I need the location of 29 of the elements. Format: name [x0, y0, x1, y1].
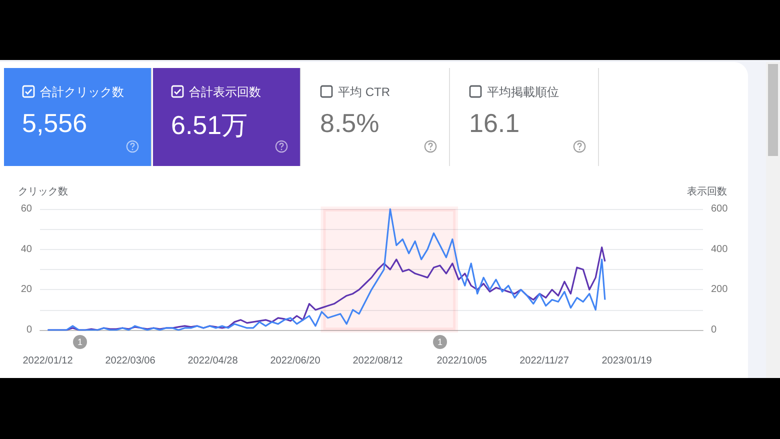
- category-label: 合計表示回数: [189, 84, 261, 101]
- y-tick-label: 60: [20, 204, 32, 214]
- y2-tick-label: 600: [711, 204, 728, 214]
- category-label: 平均掲載順位: [487, 84, 559, 101]
- y2-axis-title: 表示回数: [687, 186, 727, 198]
- y-tick-label: 0: [26, 324, 32, 336]
- y-tick-label: 40: [20, 244, 32, 255]
- y2-tick-label: 0: [711, 324, 717, 336]
- x-tick-label: 2022/04/28: [188, 356, 238, 366]
- x-tick-label: 2022/01/12: [22, 356, 74, 366]
- category-label: 合計クリック数: [40, 84, 124, 101]
- y-tick-label: 20: [20, 284, 32, 296]
- text: 1: [73, 335, 87, 349]
- category-label: 平均 CTR: [338, 84, 390, 101]
- x-tick-label: 2022/11/27: [520, 356, 570, 366]
- x-tick-label: 2022/06/20: [270, 356, 321, 366]
- text: 16.1: [469, 108, 520, 139]
- text: 1: [433, 335, 447, 349]
- y-axis-title: クリック数: [18, 186, 68, 198]
- x-tick-label: 2022/10/05: [436, 356, 488, 366]
- x-tick-label: 2022/08/12: [352, 356, 404, 366]
- x-tick-label: 2022/03/06: [105, 356, 156, 366]
- y2-tick-label: 400: [711, 244, 728, 255]
- line-series: [46, 208, 606, 331]
- text: 5,556: [22, 108, 88, 139]
- y2-tick-label: 200: [711, 284, 728, 296]
- text: 8.5%: [320, 108, 380, 139]
- text: 6.51万: [171, 109, 248, 142]
- x-tick-label: 2023/01/19: [602, 356, 652, 366]
